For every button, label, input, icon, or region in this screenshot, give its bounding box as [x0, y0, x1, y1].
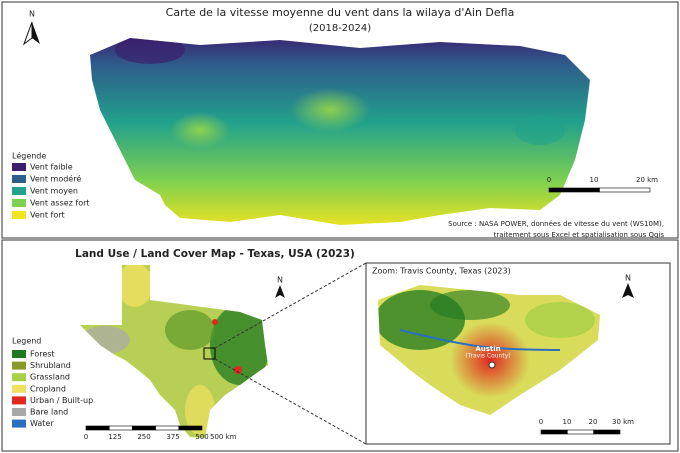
scale-bar	[85, 425, 110, 431]
north-label: N	[625, 274, 631, 283]
scale-label: 0	[539, 418, 543, 426]
legend-label: Shrubland	[30, 361, 71, 370]
legend-label: Urban / Built-up	[30, 396, 93, 405]
north-label: N	[29, 10, 35, 19]
legend-swatch	[12, 419, 26, 428]
map-title: Carte de la vitesse moyenne du vent dans…	[166, 6, 515, 19]
legend-swatch	[12, 163, 26, 171]
scale-bar	[593, 429, 621, 435]
scale-bar	[108, 425, 133, 431]
north-arrow	[275, 285, 285, 298]
legend-label: Vent faible	[30, 163, 73, 172]
map-title: Land Use / Land Cover Map - Texas, USA (…	[75, 248, 355, 260]
wind-map	[90, 38, 590, 225]
legend-label: Bare land	[30, 408, 68, 417]
legend-swatch	[12, 350, 26, 358]
scale-bar	[155, 425, 180, 431]
legend-swatch	[12, 187, 26, 195]
scale-bar	[178, 425, 203, 431]
scale-label: 125	[108, 433, 121, 441]
scale-label: 30 km	[612, 418, 634, 426]
scale-label: 0	[84, 433, 88, 441]
zoom-line	[214, 358, 367, 445]
legend-swatch	[12, 396, 26, 405]
scale-label: 500 km	[210, 433, 237, 441]
legend-label: Vent modéré	[30, 174, 81, 184]
scale-bar	[567, 429, 594, 435]
scale-label: 0	[547, 176, 551, 184]
legend-swatch	[12, 211, 26, 219]
scale-bar	[132, 425, 156, 431]
scale-label: 20 km	[636, 176, 658, 184]
bottom-frame	[1, 239, 679, 452]
scale-label: 20	[589, 418, 598, 426]
source: Source : NASA POWER, données de vitesse …	[448, 220, 664, 228]
legend-title: Legend	[12, 337, 41, 346]
legend-title: Légende	[12, 151, 46, 161]
city-label: (Travis County)	[465, 353, 510, 360]
legend-swatch	[12, 361, 26, 370]
map-subtitle: (2018-2024)	[309, 23, 371, 34]
legend-swatch	[12, 373, 26, 382]
legend-label: Grassland	[30, 373, 70, 382]
zoom-line	[214, 262, 367, 349]
zoom-box	[203, 347, 216, 360]
scale-bar	[548, 187, 600, 193]
inset-title: Zoom: Travis County, Texas (2023)	[372, 267, 511, 276]
legend-label: Cropland	[30, 384, 66, 393]
legend-swatch	[12, 408, 26, 416]
legend-label: Forest	[30, 350, 55, 359]
legend-label: Vent fort	[30, 211, 65, 220]
north-arrow	[32, 22, 40, 44]
scale-label: 250	[137, 433, 150, 441]
top-frame	[1, 1, 679, 239]
city-label: Austin	[475, 345, 500, 353]
north-arrow	[22, 21, 33, 46]
legend-label: Vent moyen	[30, 187, 78, 196]
legend-label: Water	[30, 419, 54, 428]
north-label: N	[277, 276, 283, 285]
scale-bar	[540, 429, 568, 435]
scale-label: 375	[166, 433, 179, 441]
legend-label: Vent assez fort	[30, 199, 90, 208]
scale-label: 10	[590, 176, 599, 184]
texas-map	[80, 265, 268, 438]
legend-swatch	[12, 199, 26, 207]
source: traitement sous Excel et spatialisation …	[494, 231, 665, 239]
scale-bar	[599, 187, 651, 193]
legend-swatch	[12, 384, 26, 393]
city-marker	[488, 361, 496, 369]
scale-label: 500	[195, 433, 208, 441]
north-arrow	[622, 283, 634, 298]
legend-swatch	[12, 175, 26, 183]
scale-label: 10	[563, 418, 572, 426]
